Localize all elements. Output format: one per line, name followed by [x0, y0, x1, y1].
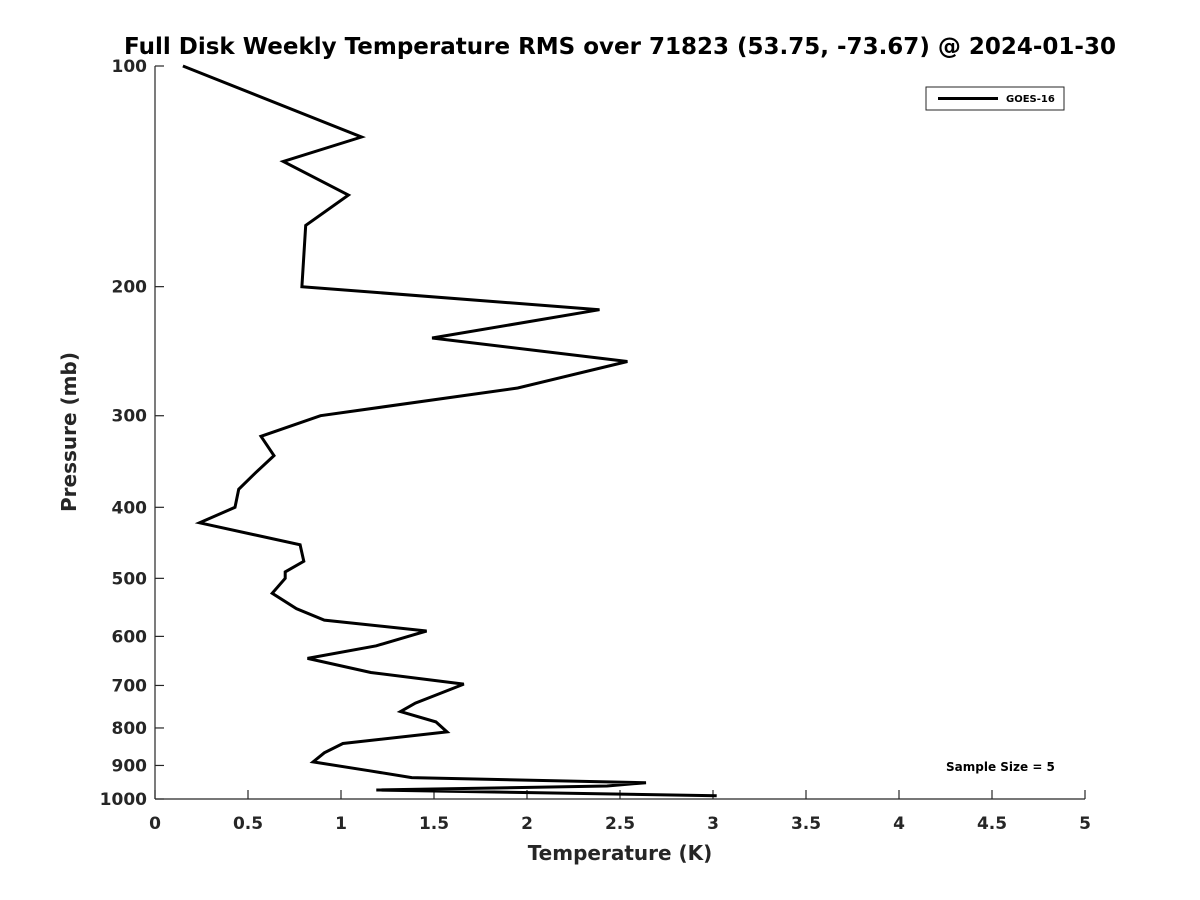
legend: GOES-16 — [925, 86, 1065, 111]
y-ticks: 100 200 300 400 500 600 700 800 900 1000 — [100, 57, 164, 810]
x-tick-label: 4.5 — [977, 814, 1007, 834]
y-tick-label: 300 — [112, 407, 148, 427]
x-ticks: 0 0.5 1 1.5 2 2.5 3 3.5 4 4.5 5 — [149, 790, 1091, 834]
y-tick-label: 500 — [112, 569, 148, 589]
x-tick-label: 3 — [707, 814, 719, 834]
x-tick-label: 2.5 — [605, 814, 635, 834]
x-tick-label: 5 — [1079, 814, 1091, 834]
chart-title: Full Disk Weekly Temperature RMS over 71… — [124, 34, 1116, 60]
x-tick-label: 4 — [893, 814, 905, 834]
legend-entry-label: GOES-16 — [1006, 94, 1055, 105]
series-line-goes-16 — [182, 64, 717, 798]
x-tick-label: 0.5 — [233, 814, 263, 834]
x-tick-label: 2 — [521, 814, 533, 834]
x-tick-label: 3.5 — [791, 814, 821, 834]
y-tick-label: 400 — [112, 498, 148, 518]
y-tick-label: 1000 — [100, 790, 147, 810]
x-tick-label: 0 — [149, 814, 161, 834]
y-tick-label: 100 — [112, 57, 148, 77]
y-axis-label: Pressure (mb) — [57, 352, 81, 512]
sample-size-annotation: Sample Size = 5 — [946, 760, 1055, 774]
y-tick-label: 600 — [112, 627, 148, 647]
x-tick-label: 1.5 — [419, 814, 449, 834]
series-layer — [182, 64, 717, 798]
y-tick-label: 900 — [112, 756, 148, 776]
y-tick-label: 800 — [112, 719, 148, 739]
y-tick-label: 700 — [112, 676, 148, 696]
x-tick-label: 1 — [335, 814, 347, 834]
y-tick-label: 200 — [112, 278, 148, 298]
x-axis-label: Temperature (K) — [528, 841, 713, 865]
